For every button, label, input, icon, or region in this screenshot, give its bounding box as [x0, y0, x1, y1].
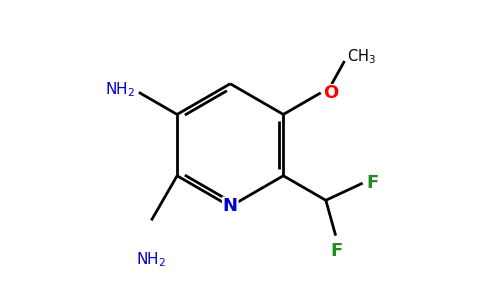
Text: CH$_3$: CH$_3$ [347, 48, 376, 67]
Text: F: F [366, 174, 378, 192]
Text: O: O [323, 84, 338, 102]
Text: F: F [331, 242, 343, 260]
Text: NH$_2$: NH$_2$ [136, 250, 166, 268]
Text: N: N [223, 197, 238, 215]
Text: NH$_2$: NH$_2$ [105, 80, 135, 99]
